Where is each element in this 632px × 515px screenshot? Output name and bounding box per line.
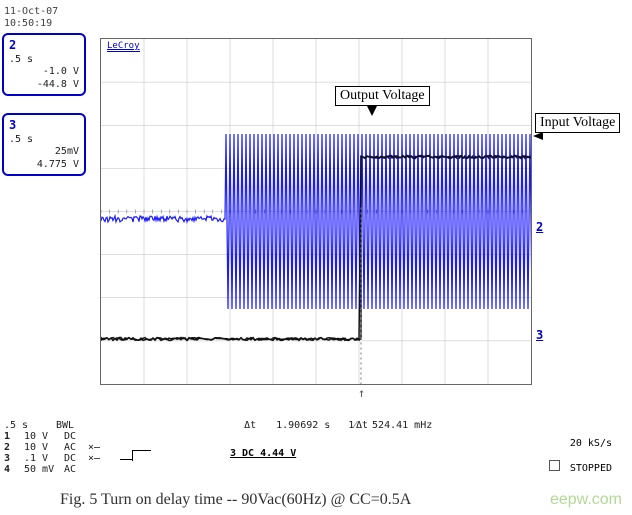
invdt-value: 524.41 mHz (372, 420, 432, 431)
timediv-label: .5 s (4, 420, 56, 431)
bwl-label: BWL (56, 420, 74, 431)
ch3-number: 3 (9, 118, 16, 132)
capture-timestamp: 11-Oct-07 10:50:19 (4, 6, 58, 30)
dc-readout: 3 DC 4.44 V (230, 448, 296, 459)
ch3-v2: 4.775 V (9, 159, 79, 172)
ch3-marker: 3 (536, 328, 543, 342)
stop-icon (549, 460, 560, 471)
channel-footer-row: 450 mVAC (4, 464, 628, 475)
ch2-timediv: .5 s (9, 54, 33, 65)
channel-footer-row: 210 VAC×̶ (4, 442, 628, 453)
invdt-label: 1⁄Δt (348, 420, 368, 431)
ch2-number: 2 (9, 38, 16, 52)
delta-t-label: Δt (244, 420, 256, 431)
watermark-text: eepw.com (550, 491, 622, 509)
channel-footer-list: 110 VDC210 VAC×̶3.1 VDC×̶450 mVAC (4, 431, 628, 475)
step-icon (120, 448, 150, 465)
input-voltage-label: Input Voltage (535, 113, 620, 133)
lecroy-logo: LeCroy (107, 41, 140, 52)
oscilloscope-display: 2 .5 s -1.0 V -44.8 V 3 .5 s 25mV 4.775 … (0, 38, 632, 418)
channel-footer-row: 3.1 VDC×̶ (4, 453, 628, 464)
input-arrow-icon (533, 132, 543, 140)
ch3-timediv: .5 s (9, 134, 33, 145)
waveform-canvas (101, 39, 531, 384)
time-text: 10:50:19 (4, 18, 58, 30)
sample-rate: 20 kS/s (570, 438, 612, 449)
bottom-readout: .5 s BWL Δt 1.90692 s 1⁄Δt 524.41 mHz 11… (4, 420, 628, 475)
ch2-v1: -1.0 V (9, 66, 79, 79)
status-text: STOPPED (570, 463, 612, 474)
date-text: 11-Oct-07 (4, 6, 58, 18)
scope-status: STOPPED (549, 460, 612, 474)
ch3-v1: 25mV (9, 146, 79, 159)
ch2-marker: 2 (536, 220, 543, 234)
delta-t-value: 1.90692 s (276, 420, 330, 431)
output-arrow-icon (367, 106, 377, 116)
ch2-v2: -44.8 V (9, 79, 79, 92)
dc-label: 3 DC 4.44 V (230, 448, 296, 459)
cursor-arrow-icon: ↑ (358, 386, 365, 400)
figure-caption: Fig. 5 Turn on delay time -- 90Vac(60Hz)… (60, 491, 411, 509)
output-voltage-label: Output Voltage (335, 86, 430, 106)
ch3-info-box: 3 .5 s 25mV 4.775 V (2, 113, 86, 176)
waveform-grid: LeCroy (100, 38, 532, 385)
ch2-info-box: 2 .5 s -1.0 V -44.8 V (2, 33, 86, 96)
channel-footer-row: 110 VDC (4, 431, 628, 442)
